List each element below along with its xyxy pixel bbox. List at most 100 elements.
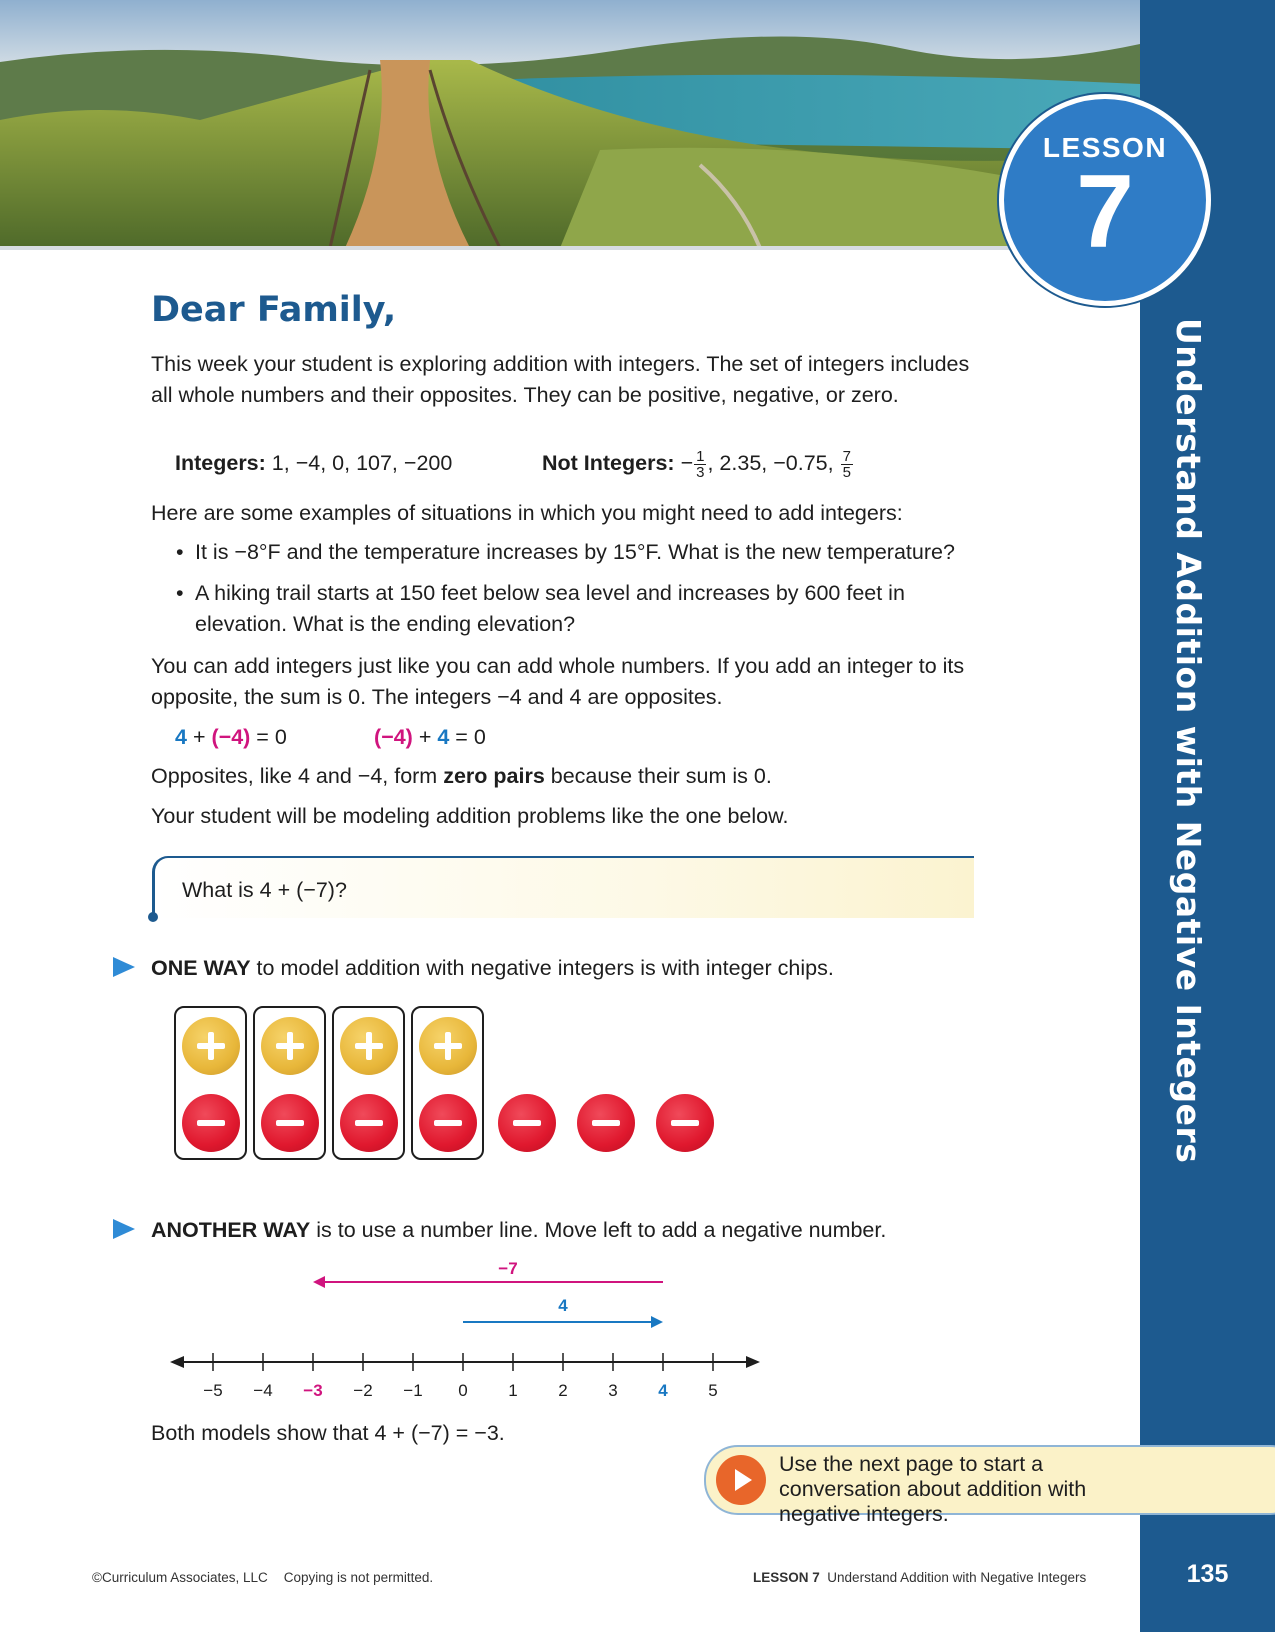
arrow-bullet-icon (113, 957, 135, 977)
axis-right-arrow-icon (746, 1356, 760, 1368)
intro-paragraph: This week your student is exploring addi… (151, 352, 970, 407)
integers-label: Integers: (175, 451, 266, 475)
landscape-illustration (0, 0, 1140, 248)
axis-left-arrow-icon (170, 1356, 184, 1368)
number-line-tick-label: 4 (658, 1381, 668, 1400)
equation-term: (−4) (211, 725, 251, 749)
negative-chip (419, 1094, 477, 1152)
number-line: −5 −4 −3 −2 −1 0 1 2 3 4 5 4 −7 (170, 1262, 760, 1400)
header-photo (0, 0, 1140, 248)
list-item: • A hiking trail starts at 150 feet belo… (176, 578, 1016, 640)
copyright-text: ©Curriculum Associates, LLC (92, 1570, 268, 1585)
footer-lesson-number: LESSON 7 (753, 1570, 820, 1585)
equation-one: 4 + (−4) = 0 (175, 722, 375, 753)
negative-chip (340, 1094, 398, 1152)
not-integers-values: , 2.35, −0.75, (707, 451, 840, 475)
question-box-dot (148, 912, 158, 922)
zero-pairs-term: zero pairs (443, 764, 545, 788)
equation-result: = 0 (250, 725, 287, 749)
number-line-tick-label: 1 (508, 1381, 517, 1400)
negative-chip (261, 1094, 319, 1152)
zero-pairs-text: Opposites, like 4 and −4, form (151, 764, 444, 788)
positive-chip (182, 1017, 240, 1075)
one-way-label: ONE WAY (151, 956, 251, 980)
footer-lesson-title: Understand Addition with Negative Intege… (827, 1570, 1087, 1585)
list-item: • It is −8°F and the temperature increas… (176, 537, 1016, 568)
callout-text: Use the next page to start a conversatio… (779, 1452, 1087, 1526)
footer-copyright: ©Curriculum Associates, LLC Copying is no… (92, 1570, 449, 1585)
another-way-line: ANOTHER WAY is to use a number line. Mov… (151, 1215, 991, 1246)
question-text: What is 4 + (−7)? (182, 878, 347, 902)
copying-notice: Copying is not permitted. (283, 1570, 434, 1585)
equation-term: 4 (437, 725, 450, 749)
not-integers-prefix: − (680, 451, 694, 475)
equation-operator: + (412, 725, 438, 749)
lesson-badge-word: LESSON (1042, 132, 1168, 163)
bullet-icon: • (176, 540, 184, 564)
opposites-paragraph: You can add integers just like you can a… (151, 654, 965, 709)
positive-chip (419, 1017, 477, 1075)
negative-chip (577, 1094, 635, 1152)
negative-chip (656, 1094, 714, 1152)
footer-lesson: LESSON 7 Understand Addition with Negati… (753, 1570, 1086, 1585)
positive-arrowhead-icon (651, 1316, 663, 1328)
zero-pairs-text: because their sum is 0. (544, 764, 772, 788)
modeling-paragraph: Your student will be modeling addition p… (151, 804, 789, 828)
equation-term: (−4) (374, 725, 413, 749)
equation-term: 4 (175, 725, 187, 749)
bullet-text: A hiking trail starts at 150 feet below … (195, 581, 905, 636)
number-line-tick-label: 0 (458, 1381, 467, 1400)
sidebar-lesson-title: Understand Addition with Negative Intege… (1169, 318, 1208, 1164)
positive-chip (340, 1017, 398, 1075)
next-page-callout (704, 1445, 1275, 1515)
play-icon[interactable] (716, 1455, 766, 1505)
negative-chip (498, 1094, 556, 1152)
number-line-tick-label: −3 (303, 1381, 322, 1400)
question-box (152, 856, 974, 918)
page-title: Dear Family, (151, 290, 397, 330)
page-number: 135 (1186, 1560, 1229, 1588)
positive-jump-label: 4 (558, 1296, 568, 1315)
fraction-denominator: 3 (696, 463, 705, 481)
positive-chip (261, 1017, 319, 1075)
fraction-numerator: 1 (694, 447, 707, 465)
one-way-text: to model addition with negative integers… (250, 956, 834, 980)
equation-two: (−4) + 4 = 0 (374, 722, 574, 753)
zero-pair-box (253, 1006, 326, 1160)
fraction-numerator: 7 (840, 447, 853, 465)
equation-result: = 0 (449, 725, 486, 749)
conclusion-text: Both models show that 4 + (−7) = −3. (151, 1421, 505, 1445)
bullet-text: It is −8°F and the temperature increases… (195, 540, 955, 564)
not-integers-label: Not Integers: (542, 451, 675, 475)
number-line-tick-label: 3 (608, 1381, 617, 1400)
bullet-icon: • (176, 581, 184, 605)
integer-chips-model (174, 1006, 734, 1166)
another-way-label: ANOTHER WAY (151, 1218, 311, 1242)
number-line-tick-label: −2 (353, 1381, 372, 1400)
zero-pair-box (174, 1006, 247, 1160)
fraction-denominator: 5 (842, 463, 851, 481)
lesson-badge: LESSON 7 (999, 94, 1211, 306)
integers-values: 1, −4, 0, 107, −200 (271, 451, 453, 475)
zero-pair-box (411, 1006, 484, 1160)
negative-jump-label: −7 (498, 1262, 517, 1278)
number-line-tick-label: −5 (203, 1381, 222, 1400)
equation-operator: + (186, 725, 212, 749)
integers-examples: Integers: 1, −4, 0, 107, −200 (175, 448, 1015, 479)
header-rule (0, 246, 1140, 250)
number-line-tick-label: 5 (708, 1381, 717, 1400)
examples-intro: Here are some examples of situations in … (151, 501, 903, 525)
another-way-text: is to use a number line. Move left to ad… (310, 1218, 887, 1242)
number-line-tick-label: −4 (253, 1381, 272, 1400)
zero-pair-box (332, 1006, 405, 1160)
negative-chip (182, 1094, 240, 1152)
negative-arrowhead-icon (313, 1276, 325, 1288)
one-way-line: ONE WAY to model addition with negative … (151, 953, 991, 984)
number-line-tick-label: −1 (403, 1381, 422, 1400)
arrow-bullet-icon (113, 1219, 135, 1239)
zero-pairs-paragraph: Opposites, like 4 and −4, form zero pair… (151, 761, 991, 792)
number-line-tick-label: 2 (558, 1381, 567, 1400)
